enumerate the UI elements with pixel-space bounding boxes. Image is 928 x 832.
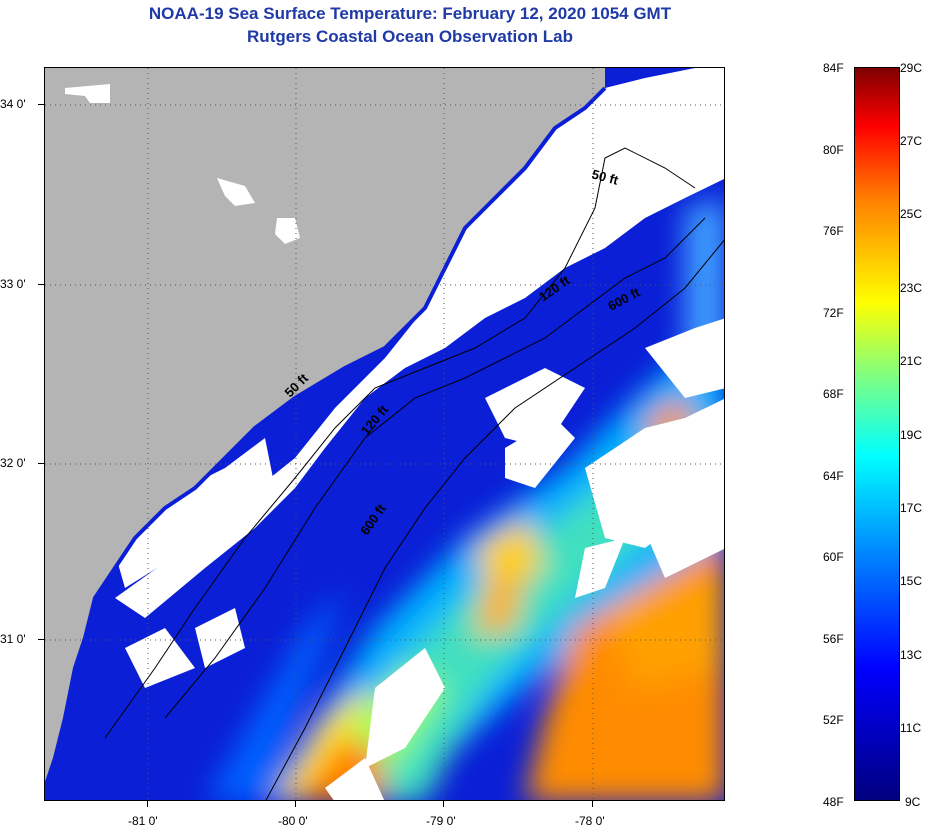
cloud-cover bbox=[105, 68, 724, 800]
colorbar-f-label: 76F bbox=[823, 224, 844, 238]
colorbar-f-label: 84F bbox=[823, 61, 844, 75]
colorbar-f-label: 72F bbox=[823, 306, 844, 320]
lat-label: 32 0' bbox=[0, 456, 26, 470]
chart-subtitle: Rutgers Coastal Ocean Observation Lab bbox=[247, 27, 573, 46]
colorbar-c-label: 17C bbox=[900, 501, 923, 515]
colorbar-c-label: 29C bbox=[900, 61, 923, 75]
colorbar-c-label: 23C bbox=[900, 281, 923, 295]
colorbar-f-label: 52F bbox=[823, 713, 844, 727]
chart-title: NOAA-19 Sea Surface Temperature: Februar… bbox=[148, 4, 672, 23]
lat-label: 31 0' bbox=[0, 632, 26, 646]
colorbar-c-label: 9C bbox=[905, 795, 921, 809]
lon-label: -79 0' bbox=[426, 814, 456, 828]
coastline bbox=[45, 86, 607, 789]
sst-map-canvas: 50 ft 120 ft 600 ft 50 ft 120 ft 600 ft bbox=[45, 68, 724, 800]
colorbar-c-label: 25C bbox=[900, 207, 923, 221]
depth-contours bbox=[104, 147, 724, 800]
contour-label: 50 ft bbox=[590, 166, 620, 188]
colorbar-c-label: 27C bbox=[900, 134, 923, 148]
colorbar-c-label: 11C bbox=[900, 721, 922, 735]
colorbar-c-label: 21C bbox=[900, 354, 923, 368]
colorbar-f-label: 48F bbox=[823, 795, 844, 809]
colorbar-f-label: 64F bbox=[823, 469, 844, 483]
colorbar-c-label: 13C bbox=[900, 648, 923, 662]
lon-label: -78 0' bbox=[575, 814, 605, 828]
colorbar-c-label: 15C bbox=[900, 574, 923, 588]
colorbar-f-label: 80F bbox=[823, 143, 844, 157]
lat-label: 34 0' bbox=[0, 97, 26, 111]
colorbar-c-label: 19C bbox=[900, 428, 923, 442]
grid bbox=[45, 68, 724, 800]
land-mass bbox=[45, 68, 605, 788]
colorbar-f-label: 60F bbox=[823, 550, 844, 564]
sst-map: 50 ft 120 ft 600 ft 50 ft 120 ft 600 ft bbox=[44, 67, 725, 801]
temperature-colorbar bbox=[854, 67, 900, 801]
lon-label: -80 0' bbox=[278, 814, 308, 828]
lon-label: -81 0' bbox=[128, 814, 158, 828]
colorbar-f-label: 56F bbox=[823, 632, 844, 646]
lat-label: 33 0' bbox=[0, 277, 26, 291]
colorbar-f-label: 68F bbox=[823, 387, 844, 401]
